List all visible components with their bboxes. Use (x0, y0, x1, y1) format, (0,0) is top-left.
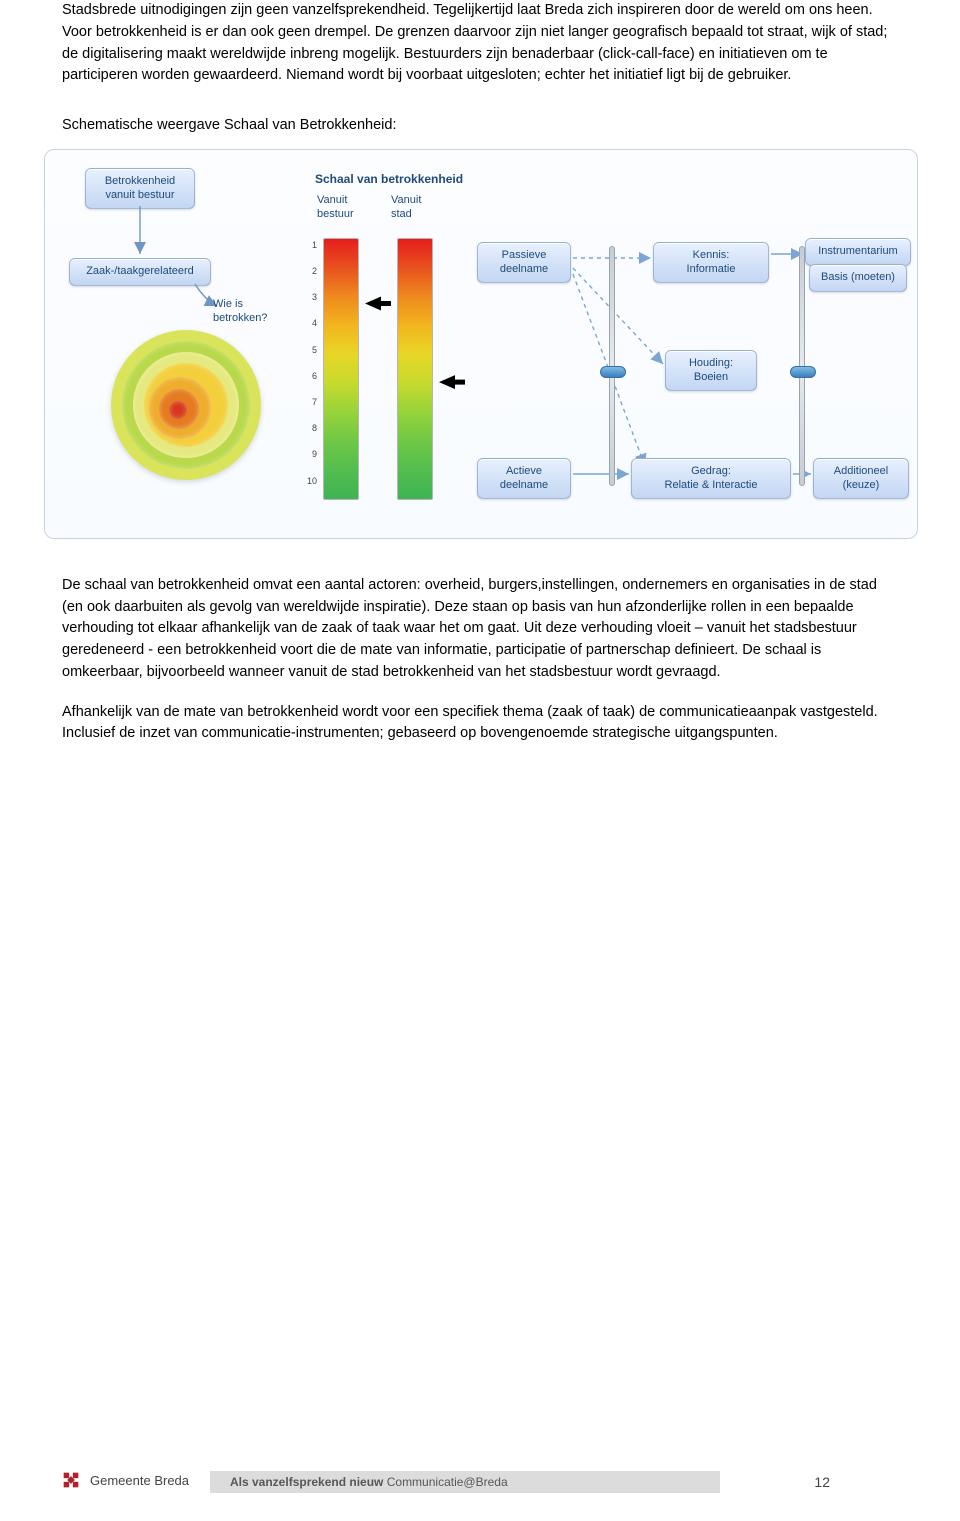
node-zaak-taak: Zaak-/taakgerelateerd (69, 258, 211, 286)
scale-tick-6: 6 (301, 371, 317, 381)
scale-bar-stad (397, 238, 433, 500)
col-label-stad: Vanuitstad (391, 194, 451, 222)
body-paragraph-2: De schaal van betrokkenheid omvat een aa… (62, 575, 898, 684)
scale-bar-bestuur (323, 238, 359, 500)
node-kennis: Kennis:Informatie (653, 242, 769, 284)
body-paragraph-3: Afhankelijk van de mate van betrokkenhei… (62, 702, 898, 746)
footer-bar-rest: Communicatie@Breda (383, 1475, 507, 1489)
footer-page-number: 12 (814, 1471, 830, 1493)
node-gedrag: Gedrag:Relatie & Interactie (631, 458, 791, 500)
intro-paragraph: Stadsbrede uitnodigingen zijn geen vanze… (62, 0, 898, 87)
node-betrokkenheid-bestuur: Betrokkenheidvanuit bestuur (85, 168, 195, 210)
section-title: Schematische weergave Schaal van Betrokk… (62, 115, 898, 137)
footer-logo: Gemeente Breda (60, 1469, 189, 1491)
node-instrumentarium: Instrumentarium (805, 238, 911, 266)
scale-tick-9: 9 (301, 449, 317, 459)
scale-tick-5: 5 (301, 345, 317, 355)
scale-tick-3: 3 (301, 292, 317, 302)
node-basis: Basis (moeten) (809, 264, 907, 292)
page-footer: Gemeente Breda Als vanzelfsprekend nieuw… (0, 1467, 960, 1497)
scale-tick-7: 7 (301, 397, 317, 407)
logo-icon (60, 1469, 82, 1491)
diagram-container: Schaal van betrokkenheid Vanuitbestuur Van… (44, 149, 918, 539)
scale-tick-2: 2 (301, 266, 317, 276)
scale-tick-1: 1 (301, 240, 317, 250)
target-ring-6 (169, 401, 187, 419)
diagram-title: Schaal van betrokkenheid (315, 172, 535, 187)
footer-bar-bold: Als vanzelfsprekend nieuw (230, 1475, 383, 1489)
node-wie-betrokken: Wie isbetrokken? (213, 298, 283, 326)
scale-tick-10: 10 (301, 476, 317, 486)
scale-tick-8: 8 (301, 423, 317, 433)
slider-instrument (799, 246, 805, 486)
node-actieve: Actievedeelname (477, 458, 571, 500)
slider-participation (609, 246, 615, 486)
scale-tick-4: 4 (301, 318, 317, 328)
node-houding: Houding:Boeien (665, 350, 757, 392)
node-additioneel: Additioneel(keuze) (813, 458, 909, 500)
col-label-bestuur: Vanuitbestuur (317, 194, 377, 222)
footer-logo-text: Gemeente Breda (90, 1473, 189, 1488)
node-passieve: Passievedeelname (477, 242, 571, 284)
footer-bar: Als vanzelfsprekend nieuw Communicatie@B… (210, 1471, 720, 1493)
